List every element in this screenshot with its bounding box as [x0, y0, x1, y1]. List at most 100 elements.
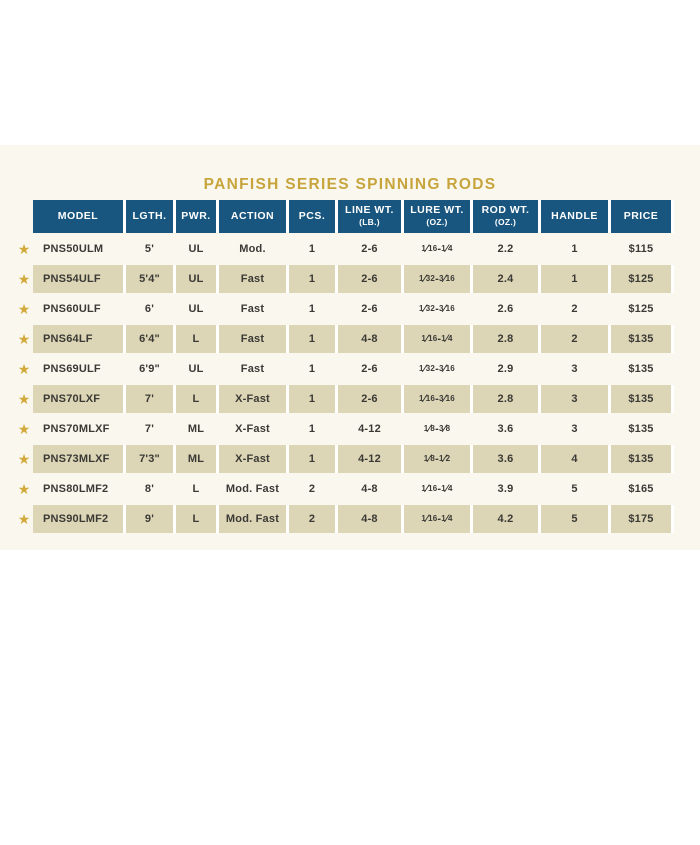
cell-power: L: [176, 325, 216, 353]
row-cells: PNS60ULF 6' UL Fast 1 2-6 1 ⁄ 32-3 ⁄ 16 2.6 2 $125: [33, 295, 674, 323]
star-column-spacer: [15, 200, 33, 233]
cell-action: X-Fast: [219, 385, 286, 413]
column-header-model: MODEL: [33, 200, 123, 233]
cell-power: L: [176, 505, 216, 533]
column-header-label: PWR.: [181, 210, 211, 222]
cell-line-wt: 4-12: [358, 423, 381, 435]
column-header-label: PCS.: [298, 210, 326, 222]
cell-power: UL: [188, 363, 204, 375]
cell-lure-wt: 1 ⁄ 32-3 ⁄ 16: [404, 265, 470, 293]
cell-power: ML: [187, 423, 205, 435]
specs-table: MODEL LGTH. PWR. ACTION PCS. LINE WT. (LB.) LUR…: [15, 200, 677, 533]
row-cells: PNS54ULF 5'4" UL Fast 1 2-6 1 ⁄ 32-3 ⁄ 16 2.4 1 $125: [33, 265, 674, 293]
cell-length: 8': [144, 483, 155, 495]
cell-handle: 4: [541, 445, 608, 473]
cell-length: 7': [144, 423, 155, 435]
column-header-handle: HANDLE: [541, 200, 608, 233]
cell-rod-wt: 2.2: [497, 243, 514, 255]
column-header-line-wt: LINE WT. (LB.): [338, 200, 401, 233]
cell-action: X-Fast: [235, 423, 270, 435]
cell-length: 9': [126, 505, 173, 533]
row-cells: PNS80LMF2 8' L Mod. Fast 2 4-8 1 ⁄ 16-1 ⁄ 4 3.9 5 $16…: [33, 475, 674, 503]
table-header-row: MODEL LGTH. PWR. ACTION PCS. LINE WT. (LB.) LUR…: [15, 200, 677, 233]
column-header-pieces: PCS.: [289, 200, 335, 233]
cell-rod-wt: 3.6: [473, 445, 538, 473]
cell-length: 6'4": [126, 325, 173, 353]
column-header-label: LINE WT.: [345, 204, 394, 216]
cell-action: Fast: [219, 265, 286, 293]
cell-rod-wt: 3.6: [497, 423, 514, 435]
table-row: ★ PNS90LMF2 9' L Mod. Fast 2 4-8 1 ⁄ 16-1 ⁄ 4 4.2 5 $1…: [15, 505, 677, 533]
cell-lure-wt: 1 ⁄ 16-1 ⁄ 4: [404, 505, 470, 533]
cell-model: PNS70LXF: [33, 385, 123, 413]
table-row: ★ PNS80LMF2 8' L Mod. Fast 2 4-8 1 ⁄ 16-1 ⁄ 4 3.9 5 $1…: [15, 475, 677, 503]
cell-handle: 3: [571, 363, 578, 375]
cell-lure-wt: 1 ⁄ 8-3 ⁄ 8: [423, 423, 451, 435]
cell-handle: 5: [541, 505, 608, 533]
cell-pieces: 1: [308, 243, 316, 255]
cell-price: $135: [611, 445, 671, 473]
cell-rod-wt: 4.2: [473, 505, 538, 533]
cell-rod-wt: 2.8: [473, 385, 538, 413]
table-section: PANFISH SERIES SPINNING RODS MODEL LGTH. P…: [0, 145, 700, 550]
cell-rod-wt: 2.4: [473, 265, 538, 293]
column-header-label: PRICE: [623, 210, 659, 222]
cell-action: Fast: [219, 325, 286, 353]
cell-length: 5'4": [126, 265, 173, 293]
star-icon: ★: [17, 361, 31, 377]
cell-model: PNS69ULF: [43, 363, 101, 375]
star-icon: ★: [17, 391, 31, 407]
cell-action: Mod.: [239, 243, 266, 255]
column-header-lure-wt: LURE WT. (OZ.): [404, 200, 470, 233]
cell-action: Mod. Fast: [225, 483, 280, 495]
column-header-label: LGTH.: [132, 210, 167, 222]
cell-pieces: 2: [308, 483, 316, 495]
star-icon: ★: [17, 331, 31, 347]
table-row: ★ PNS64LF 6'4" L Fast 1 4-8 1 ⁄ 16-1 ⁄ 4 2.8 2 $135: [15, 325, 677, 353]
cell-handle: 3: [541, 385, 608, 413]
column-header-label: ACTION: [230, 210, 275, 222]
column-header-power: PWR.: [176, 200, 216, 233]
cell-action: Mod. Fast: [219, 505, 286, 533]
column-header-label: ROD WT.: [481, 204, 530, 216]
cell-handle: 3: [571, 423, 578, 435]
cell-line-wt: 2-6: [361, 243, 378, 255]
cell-model: PNS50ULM: [43, 243, 104, 255]
star-icon: ★: [17, 271, 31, 287]
cell-handle: 2: [571, 303, 578, 315]
cell-handle: 1: [541, 265, 608, 293]
cell-pieces: 1: [308, 303, 316, 315]
cell-price: $135: [628, 363, 654, 375]
cell-power: UL: [176, 265, 216, 293]
cell-rod-wt: 3.9: [497, 483, 514, 495]
cell-power: UL: [188, 243, 204, 255]
cell-model: PNS80LMF2: [43, 483, 109, 495]
cell-model: PNS60ULF: [43, 303, 101, 315]
star-icon: ★: [17, 451, 31, 467]
star-icon: ★: [17, 481, 31, 497]
column-header-label: MODEL: [57, 210, 99, 222]
cell-length: 6'9": [139, 363, 160, 375]
cell-price: $135: [611, 325, 671, 353]
cell-price: $175: [611, 505, 671, 533]
cell-pieces: 1: [289, 385, 335, 413]
cell-lure-wt: 1 ⁄ 16-1 ⁄ 4: [404, 325, 470, 353]
table-row: ★ PNS54ULF 5'4" UL Fast 1 2-6 1 ⁄ 32-3 ⁄ 16 2.4 1 $125: [15, 265, 677, 293]
table-title: PANFISH SERIES SPINNING RODS: [203, 176, 497, 193]
cell-model: PNS70MLXF: [43, 423, 110, 435]
column-header-unit: (LB.): [359, 217, 380, 227]
cell-pieces: 1: [308, 363, 316, 375]
cell-line-wt: 2-6: [338, 385, 401, 413]
column-header-unit: (OZ.): [426, 217, 448, 227]
cell-lure-wt: 1 ⁄ 16-1 ⁄ 4: [421, 243, 453, 255]
cell-length: 6': [144, 303, 155, 315]
cell-pieces: 1: [289, 265, 335, 293]
cell-handle: 1: [571, 243, 578, 255]
cell-price: $135: [628, 423, 654, 435]
cell-lure-wt: 1 ⁄ 8-1 ⁄ 2: [404, 445, 470, 473]
cell-price: $125: [628, 303, 654, 315]
column-header-label: HANDLE: [551, 210, 598, 222]
cell-lure-wt: 1 ⁄ 32-3 ⁄ 16: [419, 363, 455, 375]
cell-power: L: [176, 385, 216, 413]
cell-action: Fast: [240, 303, 265, 315]
